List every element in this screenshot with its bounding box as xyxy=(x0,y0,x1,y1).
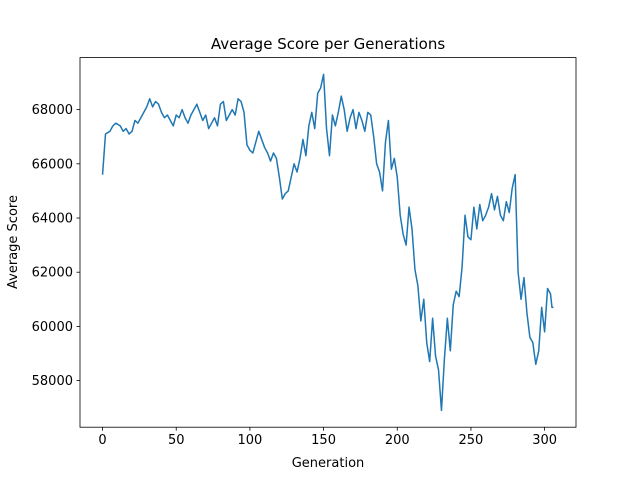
x-tick-label: 300 xyxy=(532,433,557,448)
data-line xyxy=(101,73,554,412)
x-tick-label: 0 xyxy=(98,433,106,448)
y-tick-label: 64000 xyxy=(32,212,73,227)
x-axis-label: Generation xyxy=(292,456,365,471)
x-tick-label: 50 xyxy=(168,433,185,448)
y-tick-label: 66000 xyxy=(32,157,73,172)
plot-frame xyxy=(79,57,577,428)
y-tick-label: 58000 xyxy=(32,374,73,389)
x-tick-label: 200 xyxy=(385,433,410,448)
x-tick-label: 100 xyxy=(237,433,262,448)
chart-title: Average Score per Generations xyxy=(211,35,446,53)
y-tick-label: 68000 xyxy=(32,103,73,118)
y-axis-label: Average Score xyxy=(6,195,21,289)
x-tick-label: 150 xyxy=(311,433,336,448)
x-tick-label: 250 xyxy=(459,433,484,448)
y-tick-label: 62000 xyxy=(32,266,73,281)
y-tick-label: 60000 xyxy=(32,320,73,335)
